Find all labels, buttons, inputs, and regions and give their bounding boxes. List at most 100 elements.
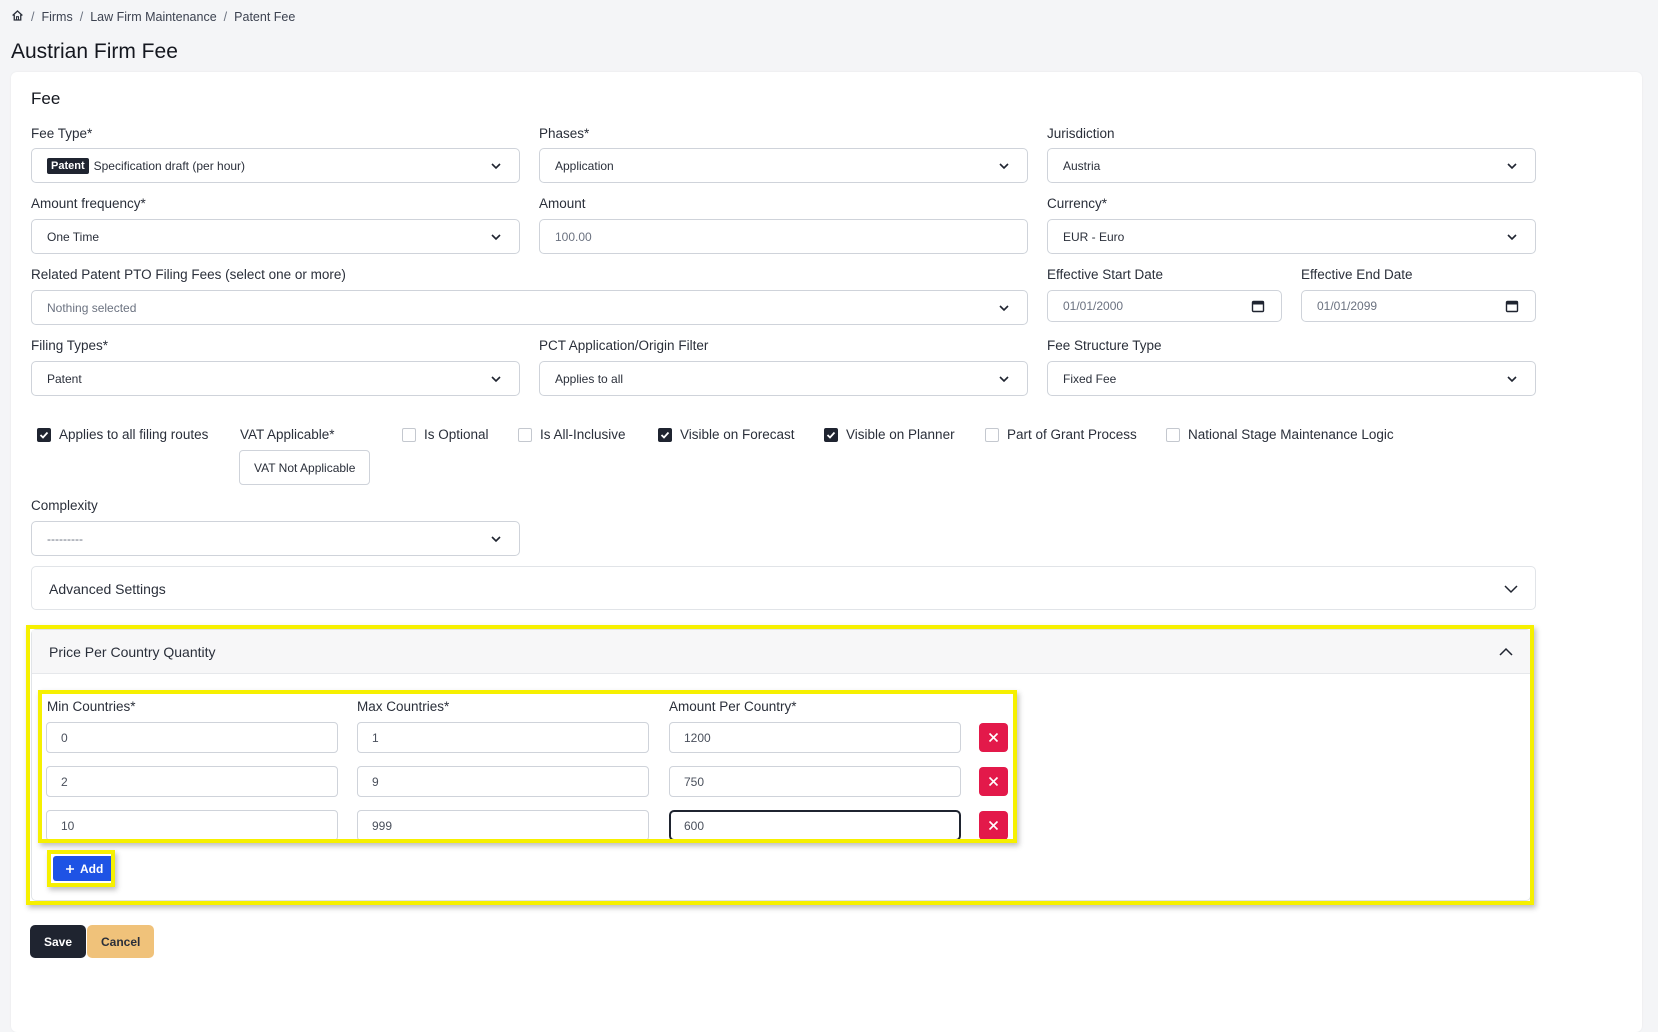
amount-frequency-label: Amount frequency* (31, 196, 146, 211)
breadcrumb-separator: / (31, 10, 35, 24)
cancel-button[interactable]: Cancel (87, 925, 155, 958)
min-countries-input[interactable]: 10 (46, 810, 338, 841)
min-countries-input[interactable]: 0 (46, 722, 338, 753)
end-date-label: Effective End Date (1301, 267, 1413, 282)
price-per-country-accordion: Price Per Country Quantity (31, 629, 1531, 901)
start-date-value: 01/01/2000 (1063, 299, 1124, 313)
add-button-highlight (47, 850, 115, 887)
national-stage-checkbox[interactable]: National Stage Maintenance Logic (1166, 427, 1394, 442)
checkbox-unchecked-icon[interactable] (985, 427, 999, 442)
price-per-country-title: Price Per Country Quantity (49, 643, 216, 660)
visible-planner-label: Visible on Planner (846, 427, 955, 442)
breadcrumb-separator: / (223, 10, 228, 24)
national-stage-label: National Stage Maintenance Logic (1188, 427, 1394, 442)
amount-frequency-value: One Time (47, 229, 100, 244)
start-date-input[interactable]: 01/01/2000 (1047, 290, 1282, 322)
currency-select[interactable]: EUR - Euro (1047, 219, 1536, 254)
phases-select[interactable]: Application (539, 148, 1028, 183)
page-title: Austrian Firm Fee (11, 40, 178, 63)
breadcrumb-patent-fee: Patent Fee (234, 10, 296, 24)
applies-all-routes-checkbox[interactable]: Applies to all filing routes (37, 427, 208, 442)
fee-structure-value: Fixed Fee (1063, 371, 1117, 386)
add-row-label: Add (80, 861, 104, 876)
filing-types-select[interactable]: Patent (31, 361, 520, 396)
checkbox-unchecked-icon[interactable] (402, 427, 416, 442)
amount-value: 100.00 (555, 229, 592, 244)
complexity-label: Complexity (31, 498, 98, 513)
max-countries-header: Max Countries* (357, 699, 450, 714)
chevron-down-icon (999, 375, 1009, 382)
delete-row-button[interactable] (979, 767, 1008, 796)
delete-row-button[interactable] (979, 811, 1008, 840)
currency-label: Currency* (1047, 196, 1108, 211)
patent-tag: Patent (47, 157, 89, 174)
min-countries-input[interactable]: 2 (46, 766, 338, 797)
is-optional-checkbox[interactable]: Is Optional (402, 427, 489, 442)
price-per-country-header[interactable]: Price Per Country Quantity (32, 630, 1530, 674)
visible-forecast-checkbox[interactable]: Visible on Forecast (658, 427, 795, 442)
end-date-value: 01/01/2099 (1317, 299, 1378, 313)
pct-filter-label: PCT Application/Origin Filter (539, 338, 709, 353)
related-fees-value: Nothing selected (47, 300, 137, 315)
visible-forecast-label: Visible on Forecast (680, 427, 795, 442)
jurisdiction-select[interactable]: Austria (1047, 148, 1536, 183)
calendar-icon[interactable] (1505, 299, 1519, 313)
amount-input[interactable]: 100.00 (539, 219, 1028, 254)
fee-type-select[interactable]: Patent Specification draft (per hour) (31, 148, 520, 183)
max-countries-input[interactable]: 9 (357, 766, 649, 797)
breadcrumb-law-firm-maintenance[interactable]: Law Firm Maintenance (90, 10, 217, 24)
plus-icon (66, 864, 74, 873)
delete-row-button[interactable] (979, 723, 1008, 752)
fee-structure-select[interactable]: Fixed Fee (1047, 361, 1536, 396)
save-button[interactable]: Save (30, 925, 87, 958)
amount-per-country-input[interactable]: 750 (669, 766, 961, 797)
advanced-settings-accordion[interactable]: Advanced Settings (31, 566, 1536, 610)
calendar-icon[interactable] (1251, 299, 1265, 313)
chevron-down-icon (999, 162, 1009, 169)
fee-type-value: Specification draft (per hour) (93, 158, 246, 173)
currency-value: EUR - Euro (1063, 229, 1125, 244)
price-per-country-highlight (26, 625, 1534, 905)
card-title: Fee (31, 89, 61, 108)
chevron-down-icon (1504, 585, 1518, 594)
chevron-down-icon (1507, 233, 1517, 240)
fee-card: Fee Fee Type* Patent Specification draft… (11, 72, 1642, 1032)
amount-per-country-input[interactable]: 1200 (669, 722, 961, 753)
start-date-label: Effective Start Date (1047, 267, 1164, 282)
chevron-down-icon (1507, 375, 1517, 382)
chevron-down-icon (491, 375, 501, 382)
visible-planner-checkbox[interactable]: Visible on Planner (824, 427, 955, 442)
is-optional-label: Is Optional (424, 427, 489, 442)
fee-type-label: Fee Type* (31, 126, 93, 141)
breadcrumb-firms[interactable]: Firms (41, 10, 73, 24)
related-fees-select[interactable]: Nothing selected (31, 290, 1028, 325)
close-icon (988, 776, 999, 787)
checkbox-unchecked-icon[interactable] (518, 427, 532, 442)
checkbox-checked-icon[interactable] (824, 427, 838, 442)
max-countries-input[interactable]: 1 (357, 722, 649, 753)
breadcrumb-separator: / (79, 10, 84, 24)
chevron-down-icon (491, 162, 501, 169)
complexity-select[interactable]: --------- (31, 521, 520, 556)
is-all-inclusive-label: Is All-Inclusive (540, 427, 626, 442)
is-all-inclusive-checkbox[interactable]: Is All-Inclusive (518, 427, 626, 442)
chevron-up-icon (1499, 647, 1513, 656)
amount-label: Amount (539, 196, 586, 211)
vat-select[interactable]: VAT Not Applicable (239, 450, 371, 485)
checkbox-checked-icon[interactable] (658, 427, 672, 442)
chevron-down-icon (491, 535, 501, 542)
vat-label: VAT Applicable* (240, 427, 335, 442)
part-grant-checkbox[interactable]: Part of Grant Process (985, 427, 1137, 442)
close-icon (988, 732, 999, 743)
chevron-down-icon (1507, 162, 1517, 169)
end-date-input[interactable]: 01/01/2099 (1301, 290, 1536, 322)
home-icon[interactable] (11, 9, 24, 25)
advanced-settings-header[interactable]: Advanced Settings (32, 567, 1535, 611)
amount-frequency-select[interactable]: One Time (31, 219, 520, 254)
checkbox-checked-icon[interactable] (37, 427, 51, 442)
add-row-button[interactable]: Add (53, 856, 116, 881)
pct-filter-select[interactable]: Applies to all (539, 361, 1028, 396)
advanced-settings-label: Advanced Settings (49, 581, 166, 597)
checkbox-unchecked-icon[interactable] (1166, 427, 1180, 442)
part-grant-label: Part of Grant Process (1007, 427, 1137, 442)
